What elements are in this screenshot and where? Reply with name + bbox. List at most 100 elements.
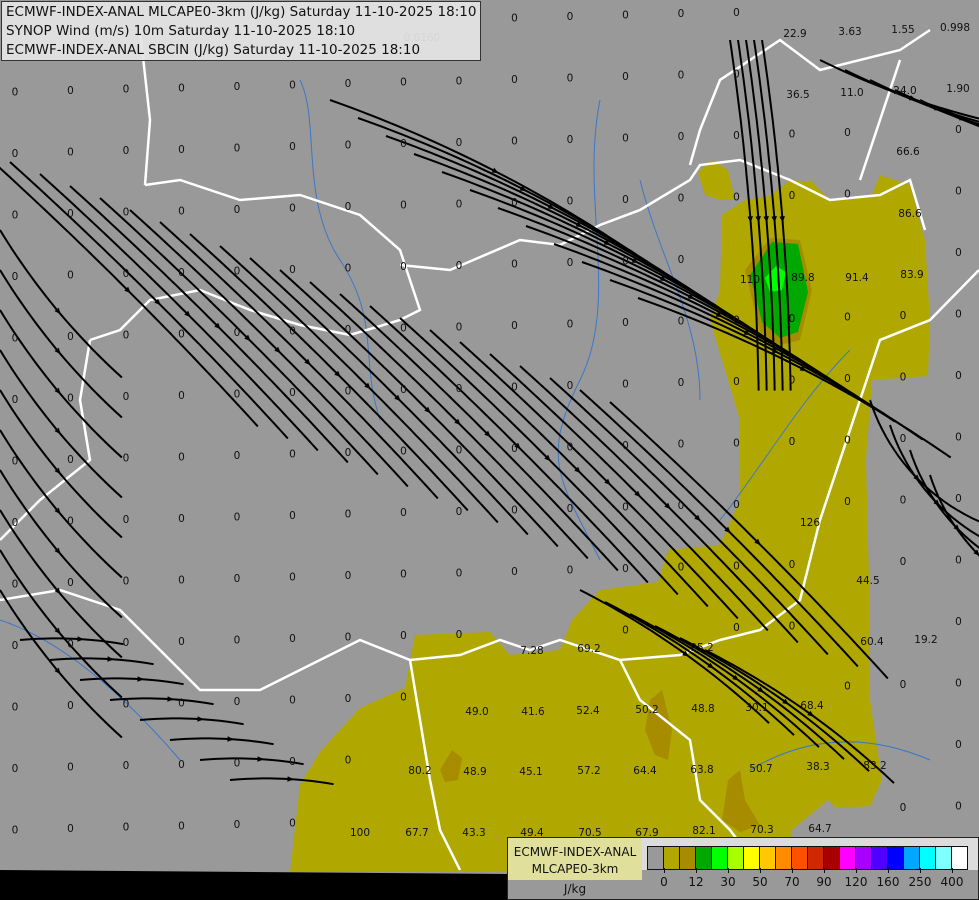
wind-streamline: [99, 197, 379, 476]
wind-streamline: [489, 353, 769, 632]
zero-value-label: 0: [12, 87, 19, 99]
zero-value-label: 0: [12, 517, 19, 529]
wind-arrow-icon: [454, 418, 461, 426]
wind-arrow-icon: [715, 311, 723, 318]
wind-arrow-icon: [77, 636, 84, 642]
legend-tick-area: [642, 870, 978, 899]
legend-swatch: [712, 847, 728, 869]
zero-value-label: 0: [678, 500, 685, 512]
cape-value-label: 95.2: [690, 642, 713, 654]
wind-arrow-icon: [137, 676, 144, 682]
wind-streamline: [159, 221, 439, 500]
zero-value-label: 0: [789, 374, 796, 386]
cape-value-label: 7.28: [520, 645, 543, 657]
zero-value-label: 0: [400, 323, 407, 335]
zero-value-label: 0: [456, 629, 463, 641]
zero-value-label: 0: [234, 757, 241, 769]
country-border: [408, 659, 462, 871]
wind-arrow-icon: [754, 538, 761, 546]
zero-value-label: 0: [678, 193, 685, 205]
zero-value-label: 0: [123, 330, 130, 342]
wind-streamline: [249, 257, 529, 536]
cape-value-label: 44.5: [856, 575, 879, 587]
wind-arrow-icon: [757, 686, 765, 693]
wind-streamline: [654, 625, 845, 760]
zero-value-label: 0: [12, 148, 19, 160]
wind-arrow-icon: [54, 627, 61, 635]
zero-value-label: 0: [400, 507, 407, 519]
zero-value-label: 0: [567, 565, 574, 577]
cape-value-label: 66.6: [896, 146, 920, 158]
zero-value-label: 0: [123, 822, 130, 834]
wind-streamline: [745, 39, 776, 391]
wind-arrow-icon: [694, 514, 701, 522]
zero-value-label: 0: [123, 268, 130, 280]
zero-value-label: 0: [900, 495, 907, 507]
zero-value-label: 0: [123, 699, 130, 711]
wind-streamline: [0, 309, 123, 459]
zero-value-label: 0: [400, 569, 407, 581]
zero-value-label: 0: [12, 763, 19, 775]
zero-value-label: 0: [345, 693, 352, 705]
wind-streamline: [9, 161, 289, 440]
zero-value-label: 0: [567, 73, 574, 85]
wind-arrow-icon: [274, 346, 281, 354]
wind-streamline: [0, 549, 123, 699]
zero-value-label: 0: [511, 566, 518, 578]
zero-value-label: 0: [900, 372, 907, 384]
zero-value-label: 0: [178, 513, 185, 525]
zero-value-label: 0: [289, 449, 296, 461]
zero-value-label: 0: [400, 200, 407, 212]
cape-value-label: 48.8: [691, 703, 714, 715]
zero-value-label: 0: [178, 267, 185, 279]
zero-value-label: 0: [789, 436, 796, 448]
zero-value-label: 0: [678, 8, 685, 20]
zero-value-label: 0: [345, 570, 352, 582]
zero-value-label: 0: [622, 502, 629, 514]
wind-streamline: [459, 341, 739, 620]
wind-arrow-icon: [544, 454, 551, 462]
zero-value-label: 0: [67, 85, 74, 97]
map-edge: [0, 870, 510, 900]
cape-area-12-30: [440, 750, 462, 782]
wind-arrow-icon: [755, 216, 761, 223]
wind-streamline: [429, 329, 709, 608]
zero-value-label: 0: [955, 124, 962, 136]
legend-tick: [792, 868, 793, 873]
wind-streamline: [279, 269, 559, 548]
title-sbcin: ECMWF-INDEX-ANAL SBCIN (J/kg) Saturday 1…: [6, 42, 421, 58]
wind-arrow-icon: [167, 696, 174, 702]
wind-streamline: [39, 173, 319, 452]
zero-value-label: 0: [622, 256, 629, 268]
wind-streamline: [637, 297, 952, 459]
zero-value-label: 0: [456, 75, 463, 87]
wind-arrow-icon: [54, 467, 61, 475]
zero-value-label: 0: [234, 450, 241, 462]
cape-value-label: 82.1: [692, 825, 715, 837]
zero-value-label: 0: [900, 679, 907, 691]
cape-value-label: 89.8: [791, 272, 814, 284]
zero-value-label: 0: [511, 197, 518, 209]
wind-arrow-icon: [807, 710, 815, 717]
zero-value-label: 0: [955, 493, 962, 505]
wind-streamline: [761, 39, 792, 391]
zero-value-label: 0: [12, 640, 19, 652]
zero-value-label: 0: [67, 393, 74, 405]
zero-value-label: 0: [678, 131, 685, 143]
wind-arrow-icon: [664, 502, 671, 510]
wind-arrow-icon: [54, 387, 61, 395]
zero-value-label: 0: [900, 556, 907, 568]
legend-swatch: [744, 847, 760, 869]
zero-value-label: 0: [511, 381, 518, 393]
wind-streamline: [219, 245, 499, 524]
zero-value-label: 0: [456, 198, 463, 210]
zero-value-label: 0: [234, 142, 241, 154]
wind-arrow-icon: [634, 490, 641, 498]
color-legend: ECMWF-INDEX-ANAL MLCAPE0-3km J/kg 0 12 30 5…: [507, 837, 979, 900]
legend-tick-label: 120: [844, 875, 868, 889]
zero-value-label: 0: [733, 499, 740, 511]
zero-value-label: 0: [12, 394, 19, 406]
wind-arrow-icon: [514, 442, 521, 450]
title-synop-wind: SYNOP Wind (m/s) 10m Saturday 11-10-2025…: [6, 23, 356, 39]
zero-value-label: 0: [345, 140, 352, 152]
